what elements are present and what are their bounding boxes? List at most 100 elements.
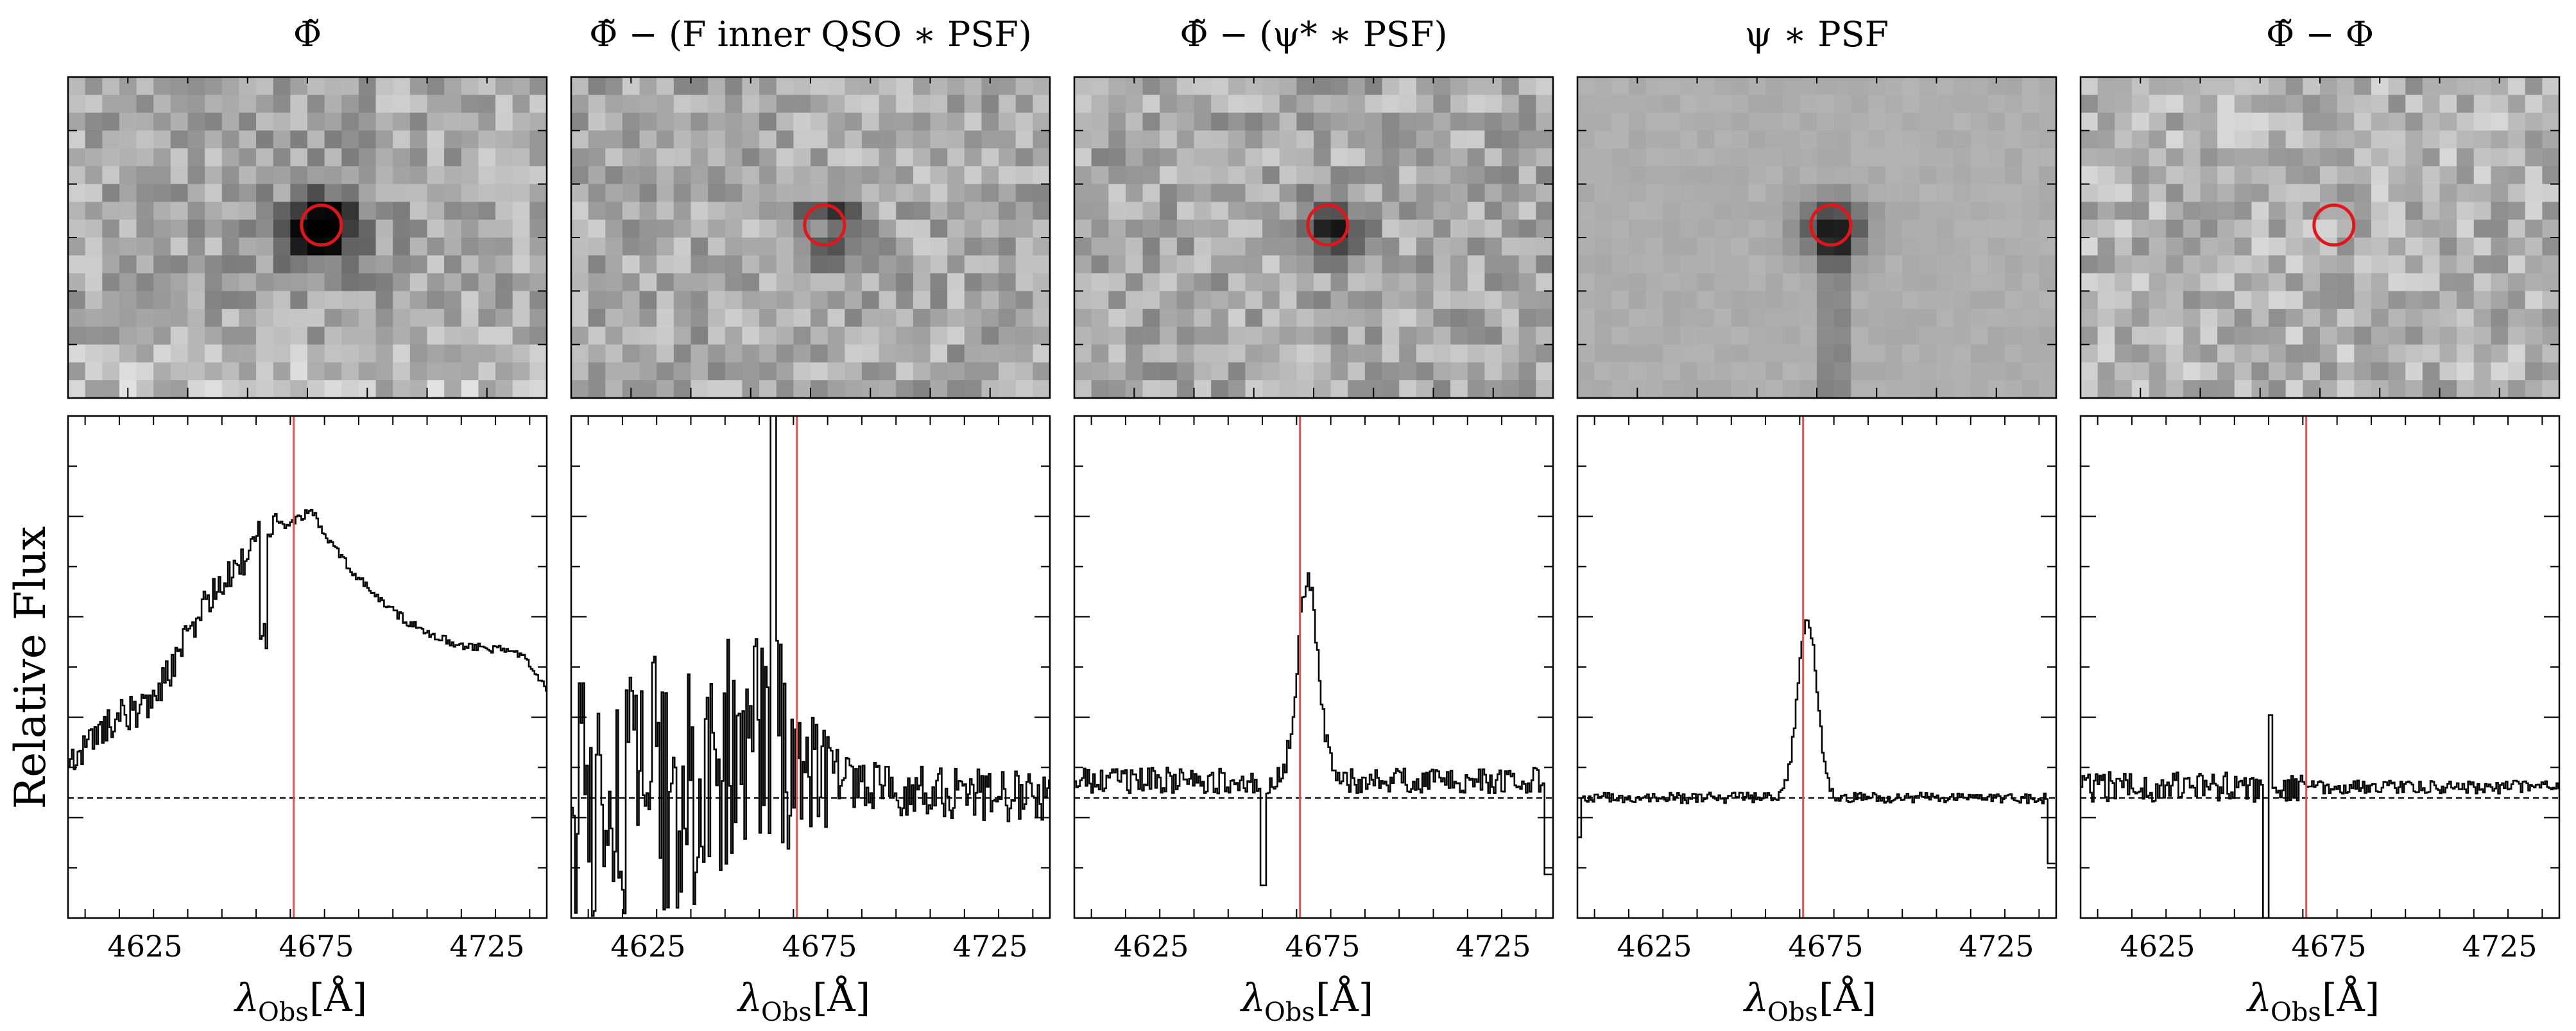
image-pixel (913, 309, 931, 327)
image-pixel (529, 362, 547, 381)
image-pixel (1817, 166, 1835, 185)
image-pixel (1176, 148, 1195, 167)
image-pixel (2183, 255, 2201, 274)
image-pixel (102, 273, 120, 291)
image-pixel (605, 255, 623, 274)
image-pixel (2200, 380, 2218, 399)
image-pixel (68, 238, 86, 256)
image-pixel (187, 77, 205, 96)
image-pixel (341, 255, 359, 274)
image-pixel (1091, 130, 1109, 149)
image-pixel (273, 291, 291, 309)
image-pixel (341, 94, 359, 114)
image-pixel (930, 94, 948, 114)
image-pixel (1015, 255, 1033, 274)
image-pixel (2388, 362, 2406, 381)
image-pixel (1577, 344, 1595, 363)
image-pixel (1484, 309, 1502, 327)
image-pixel (102, 220, 120, 238)
image-pixel (673, 184, 692, 203)
image-pixel (725, 184, 743, 203)
image-pixel (1364, 309, 1383, 327)
image-pixel (2039, 273, 2057, 291)
image-pixel (896, 94, 914, 114)
image-pixel (759, 220, 777, 238)
image-pixel (290, 77, 308, 96)
image-pixel (1330, 362, 1348, 381)
image-pixel (2371, 166, 2389, 185)
image-pixel (1502, 255, 1520, 274)
image-pixel (2039, 309, 2057, 327)
image-pixel (1902, 184, 1920, 203)
image-pixel (2508, 77, 2526, 96)
image-pixel (1919, 380, 1937, 399)
image-pixel (1330, 326, 1348, 345)
image-pixel (1228, 112, 1246, 131)
image-pixel (427, 238, 445, 256)
image-pixel (2388, 77, 2406, 96)
image-pixel (1953, 220, 1971, 238)
image-pixel (409, 220, 428, 238)
image-pixel (341, 184, 359, 203)
image-pixel (1015, 344, 1033, 363)
image-pixel (2405, 220, 2423, 238)
image-pixel (2371, 344, 2389, 363)
image-pixel (2285, 77, 2303, 96)
image-pixel (1518, 326, 1536, 345)
image-pixel (2525, 112, 2543, 131)
image-pixel (85, 94, 103, 114)
image-pixel (1577, 130, 1595, 149)
image-pixel (811, 166, 829, 185)
image-pixel (1799, 309, 1817, 327)
image-pixel (358, 309, 377, 327)
image-pixel (725, 291, 743, 309)
image-pixel (393, 94, 411, 114)
image-pixel (947, 344, 965, 363)
image-pixel (571, 344, 589, 363)
image-pixel (2525, 380, 2543, 399)
image-pixel (1033, 130, 1051, 149)
image-pixel (845, 94, 863, 114)
image-pixel (461, 273, 479, 291)
image-pixel (1125, 130, 1144, 149)
image-pixel (358, 273, 377, 291)
image-pixel (1988, 220, 2005, 238)
image-pixel (657, 380, 674, 399)
image-pixel (947, 112, 965, 131)
image-pixel (1970, 202, 1989, 220)
image-pixel (1125, 184, 1144, 203)
image-pixel (2131, 202, 2150, 220)
image-pixel (1628, 291, 1647, 309)
image-pixel (2422, 362, 2441, 381)
image-pixel (1885, 326, 1903, 345)
image-pixel (742, 309, 760, 327)
image-pixel (1467, 130, 1486, 149)
image-pixel (725, 326, 743, 345)
image-pixel (2491, 166, 2509, 185)
image-pixel (1765, 184, 1783, 203)
image-pixel (358, 326, 377, 345)
image-pixel (2405, 255, 2423, 274)
image-pixel (461, 380, 479, 399)
image-pixel (85, 166, 103, 185)
image-pixel (2542, 344, 2560, 363)
image-pixel (2251, 326, 2269, 345)
image-pixel (1799, 112, 1817, 131)
image-pixel (2303, 291, 2321, 309)
image-pixel (2457, 380, 2475, 399)
image-pixel (1817, 326, 1835, 345)
panel-5-title: Φ̃ − Φ (2266, 14, 2374, 55)
image-pixel (512, 326, 530, 345)
image-pixel (2022, 380, 2039, 399)
image-pixel (1731, 362, 1749, 381)
image-pixel (2183, 166, 2201, 185)
image-pixel (153, 184, 171, 203)
image-pixel (1799, 273, 1817, 291)
image-pixel (742, 184, 760, 203)
image-pixel (85, 130, 103, 149)
image-pixel (1033, 362, 1051, 381)
image-pixel (2388, 166, 2406, 185)
image-pixel (1416, 273, 1434, 291)
image-pixel (1731, 112, 1749, 131)
image-pixel (1594, 238, 1612, 256)
